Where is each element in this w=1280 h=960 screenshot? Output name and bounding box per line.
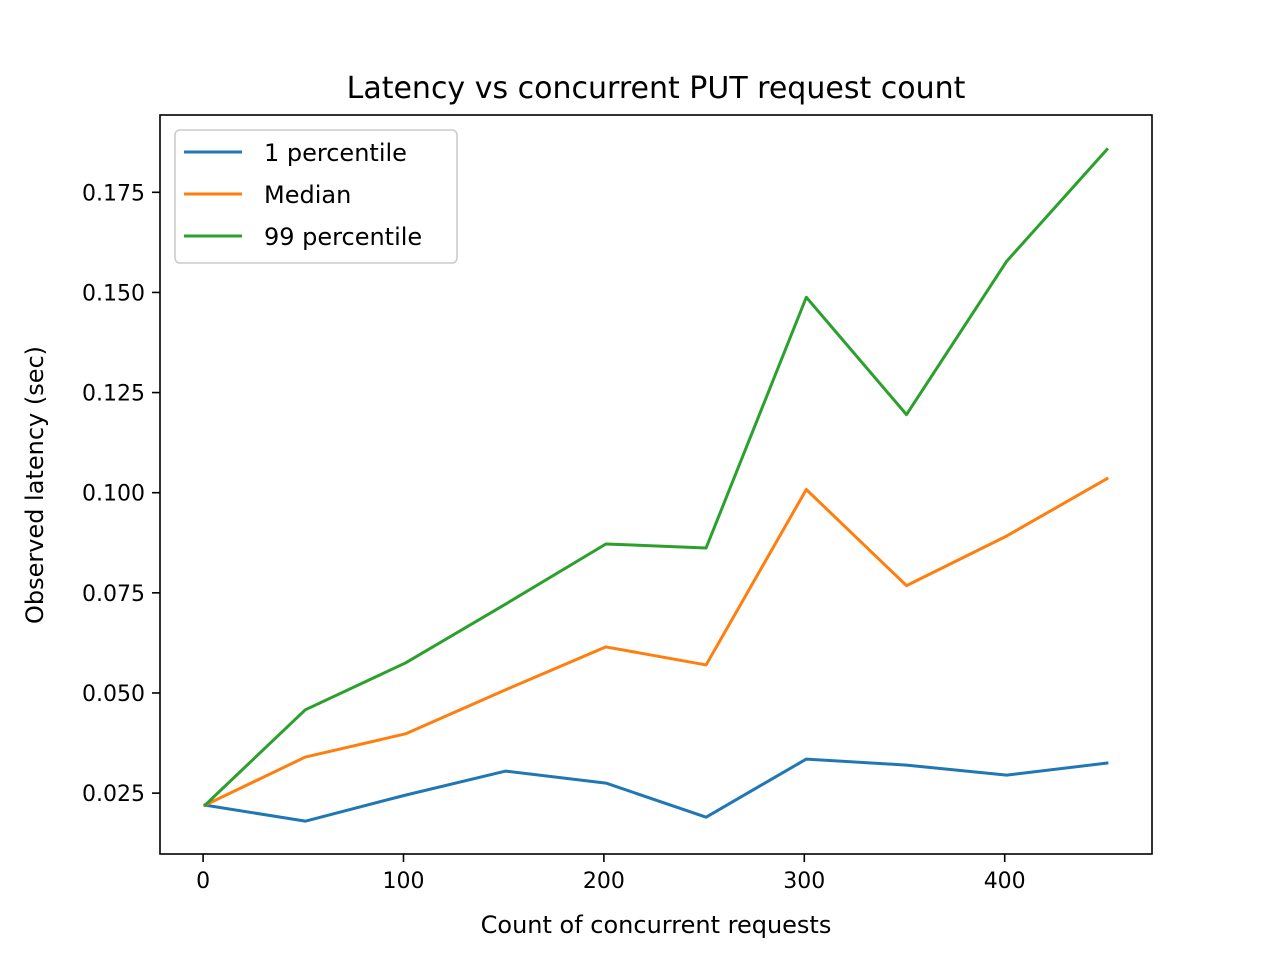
x-axis-label: Count of concurrent requests xyxy=(481,911,832,939)
chart-title: Latency vs concurrent PUT request count xyxy=(347,71,966,106)
plot-area xyxy=(202,147,1110,823)
y-tick-label: 0.100 xyxy=(82,482,145,507)
y-tick-label: 0.075 xyxy=(82,582,145,607)
legend-label-1: Median xyxy=(264,181,351,209)
series-line-2 xyxy=(202,147,1110,808)
legend-box xyxy=(174,129,458,264)
series-line-0 xyxy=(203,757,1109,823)
legend-label-0: 1 percentile xyxy=(264,139,407,167)
x-tick-label: 200 xyxy=(583,869,625,894)
x-axis-ticks: 0 100 200 300 400 xyxy=(196,854,1026,894)
y-axis-label: Observed latency (sec) xyxy=(21,346,49,624)
y-tick-label: 0.125 xyxy=(82,382,145,407)
x-tick-label: 300 xyxy=(783,869,825,894)
series-line-1 xyxy=(203,476,1109,808)
legend: 1 percentile Median 99 percentile xyxy=(174,129,458,264)
y-tick-label: 0.025 xyxy=(82,782,145,807)
x-tick-label: 0 xyxy=(196,869,210,894)
y-tick-label: 0.175 xyxy=(82,181,145,206)
x-tick-label: 100 xyxy=(382,869,424,894)
legend-label-2: 99 percentile xyxy=(264,223,422,251)
plot-frame xyxy=(159,114,1153,855)
y-tick-label: 0.150 xyxy=(82,281,145,306)
x-tick-label: 400 xyxy=(984,869,1026,894)
y-axis-ticks: 0.025 0.050 0.075 0.100 0.125 0.150 0.175 xyxy=(82,181,160,807)
y-tick-label: 0.050 xyxy=(82,682,145,707)
